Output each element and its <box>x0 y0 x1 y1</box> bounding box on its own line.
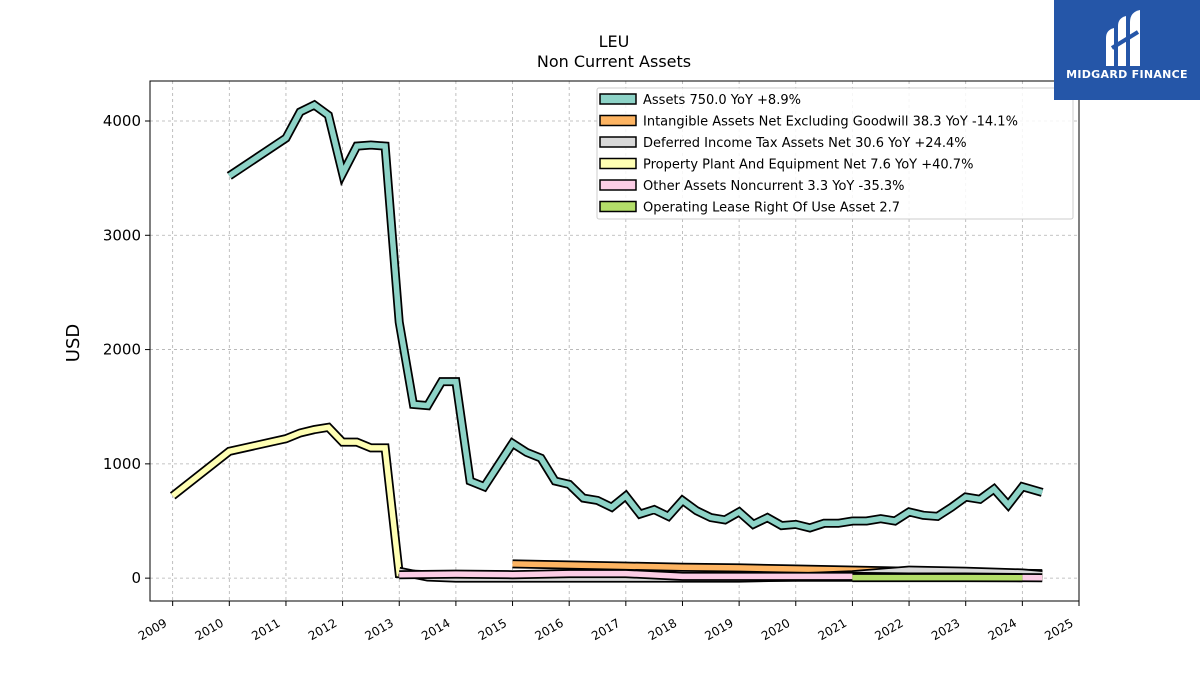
legend-swatch <box>599 200 637 213</box>
x-tick-label: 2015 <box>476 616 509 643</box>
y-tick-label: 3000 <box>103 226 141 244</box>
x-tick-label: 2012 <box>306 616 339 643</box>
x-tick-label: 2017 <box>589 616 622 643</box>
y-tick-label: 2000 <box>103 341 141 359</box>
chart-title: LEU <box>599 32 630 51</box>
legend-label: Other Assets Noncurrent 3.3 YoY -35.3% <box>643 179 904 194</box>
legend-box <box>596 87 1074 220</box>
x-tick-label: 2021 <box>816 616 849 643</box>
legend-label: Intangible Assets Net Excluding Goodwill… <box>643 115 1018 130</box>
legend: Assets 750.0 YoY +8.9% Intangible Assets … <box>596 87 1074 220</box>
x-tick-label: 2010 <box>193 616 226 643</box>
y-axis-label: USD <box>63 324 84 362</box>
x-tick-label: 2023 <box>929 616 962 643</box>
legend-label: Operating Lease Right Of Use Asset 2.7 <box>643 201 900 216</box>
y-tick-label: 0 <box>131 569 141 587</box>
x-tick-label: 2013 <box>363 616 396 643</box>
x-tick-label: 2024 <box>986 616 1019 643</box>
x-tick-label: 2009 <box>136 616 169 643</box>
x-tick-label: 2011 <box>249 616 282 643</box>
x-tick-label: 2014 <box>419 616 452 643</box>
chart-subtitle: Non Current Assets <box>537 52 691 71</box>
legend-swatch <box>599 179 637 191</box>
legend-swatch <box>599 114 637 127</box>
y-tick-label: 4000 <box>103 112 141 130</box>
x-tick-label: 2025 <box>1042 616 1075 643</box>
legend-swatch <box>599 93 637 105</box>
x-tick-label: 2022 <box>872 616 905 643</box>
legend-label: Deferred Income Tax Assets Net 30.6 YoY … <box>643 136 967 151</box>
legend-label: Property Plant And Equipment Net 7.6 YoY… <box>643 158 973 173</box>
logo-text: MIDGARD FINANCE <box>1066 68 1188 81</box>
legend-swatch <box>599 136 637 148</box>
x-tick-label: 2020 <box>759 616 792 643</box>
plot-frame <box>149 80 1080 602</box>
x-tick-label: 2019 <box>702 616 735 643</box>
series-line <box>227 101 1043 531</box>
x-tick-label: 2018 <box>646 616 679 643</box>
legend-swatch <box>599 157 637 170</box>
y-tick-label: 1000 <box>103 455 141 473</box>
logo-mark-icon <box>1106 10 1140 66</box>
legend-label: Assets 750.0 YoY +8.9% <box>643 93 801 108</box>
series-0 <box>226 99 1044 533</box>
x-tick-label: 2016 <box>532 616 565 643</box>
brand-logo: MIDGARD FINANCE <box>1054 0 1200 100</box>
series-layer <box>169 99 1044 583</box>
